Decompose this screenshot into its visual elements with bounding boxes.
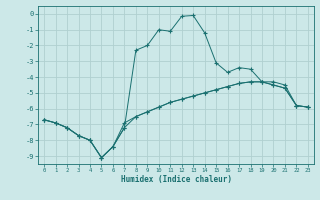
X-axis label: Humidex (Indice chaleur): Humidex (Indice chaleur): [121, 175, 231, 184]
